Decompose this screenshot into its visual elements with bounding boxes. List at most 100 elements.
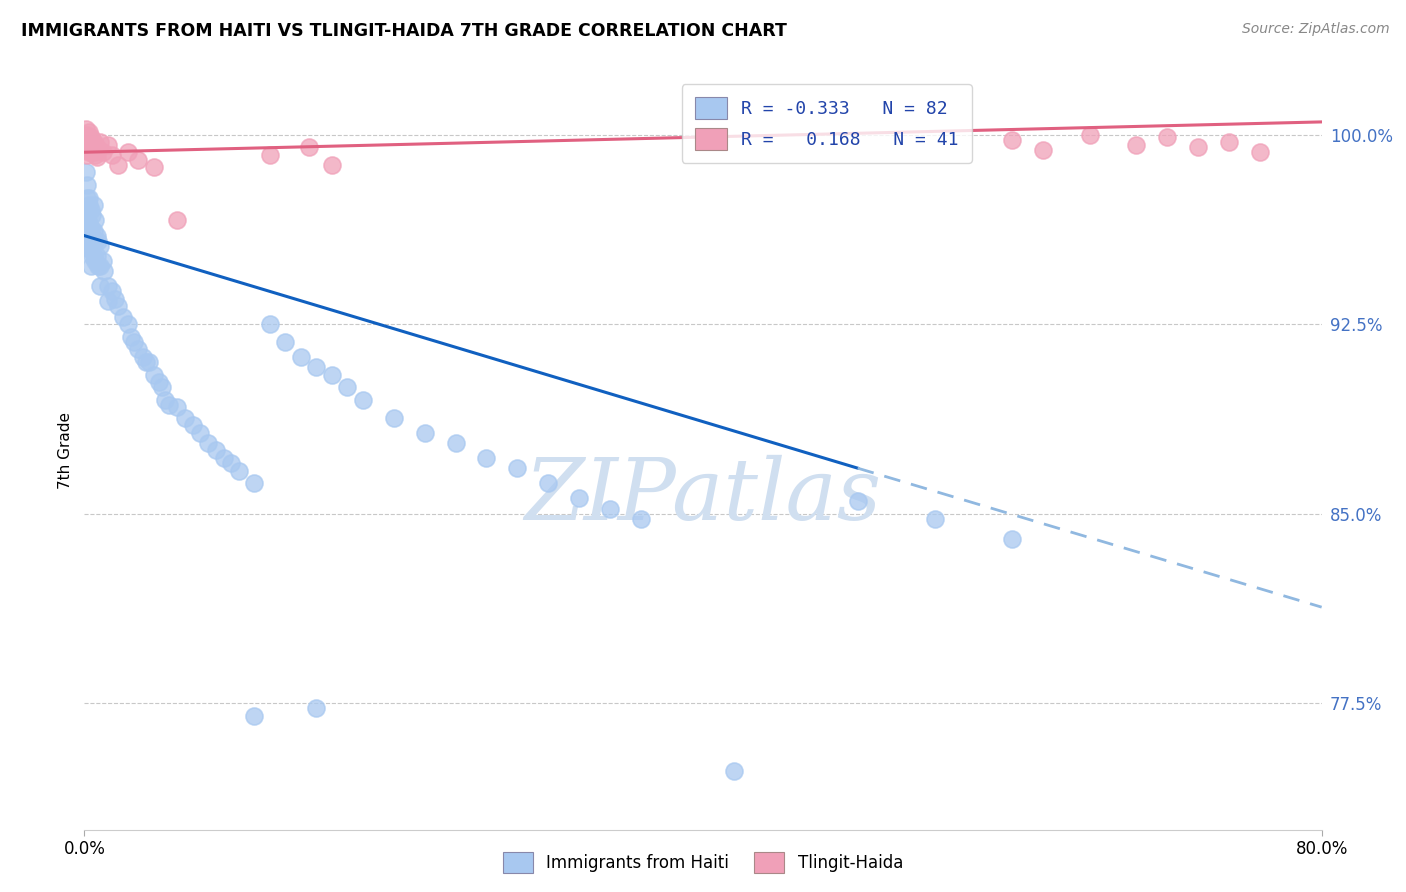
Point bbox=[96, 279, 118, 293]
Point bbox=[79, 130, 101, 145]
Point bbox=[166, 401, 188, 415]
Point bbox=[1078, 128, 1101, 142]
Point bbox=[143, 368, 166, 382]
Point bbox=[924, 511, 946, 525]
Point bbox=[77, 145, 100, 160]
Point bbox=[82, 132, 104, 146]
Point bbox=[86, 228, 108, 243]
Point bbox=[174, 410, 197, 425]
Point bbox=[107, 299, 129, 313]
Point bbox=[205, 443, 228, 458]
Point bbox=[290, 350, 312, 364]
Point bbox=[1218, 135, 1240, 149]
Point bbox=[148, 375, 170, 389]
Point bbox=[568, 491, 591, 506]
Point bbox=[76, 191, 98, 205]
Point bbox=[321, 158, 343, 172]
Point bbox=[127, 153, 149, 167]
Point bbox=[506, 461, 529, 475]
Point bbox=[101, 284, 124, 298]
Point bbox=[87, 259, 110, 273]
Point bbox=[75, 216, 97, 230]
Point bbox=[1001, 132, 1024, 146]
Point bbox=[132, 350, 155, 364]
Point bbox=[86, 150, 108, 164]
Point bbox=[219, 456, 242, 470]
Point bbox=[77, 216, 100, 230]
Point bbox=[188, 425, 211, 440]
Point bbox=[84, 147, 107, 161]
Point bbox=[321, 368, 343, 382]
Point bbox=[87, 234, 110, 248]
Point bbox=[127, 343, 149, 357]
Point bbox=[1001, 532, 1024, 546]
Point bbox=[79, 259, 101, 273]
Point bbox=[79, 203, 101, 218]
Legend: R = -0.333   N = 82, R =   0.168   N = 41: R = -0.333 N = 82, R = 0.168 N = 41 bbox=[682, 84, 972, 162]
Point bbox=[259, 147, 281, 161]
Point bbox=[84, 137, 107, 152]
Point bbox=[77, 234, 100, 248]
Point bbox=[82, 228, 104, 243]
Point bbox=[212, 450, 235, 465]
Point bbox=[150, 380, 173, 394]
Point bbox=[91, 145, 114, 160]
Point bbox=[75, 234, 97, 248]
Point bbox=[89, 238, 111, 252]
Point bbox=[243, 476, 266, 491]
Point bbox=[1156, 130, 1178, 145]
Point bbox=[305, 701, 328, 715]
Point bbox=[77, 198, 100, 212]
Point bbox=[96, 294, 118, 309]
Point bbox=[76, 128, 98, 142]
Point bbox=[83, 198, 105, 212]
Point bbox=[83, 135, 105, 149]
Point bbox=[630, 511, 652, 525]
Point bbox=[82, 249, 104, 263]
Point bbox=[197, 435, 219, 450]
Point bbox=[96, 137, 118, 152]
Point bbox=[181, 418, 204, 433]
Point bbox=[228, 464, 250, 478]
Point bbox=[75, 165, 97, 179]
Point bbox=[336, 380, 359, 394]
Point bbox=[75, 122, 97, 136]
Point bbox=[1249, 145, 1271, 160]
Point bbox=[82, 208, 104, 222]
Point bbox=[166, 213, 188, 227]
Point bbox=[76, 178, 98, 192]
Point bbox=[89, 135, 111, 149]
Point bbox=[91, 253, 114, 268]
Point bbox=[723, 764, 745, 779]
Point bbox=[75, 203, 97, 218]
Point bbox=[77, 125, 100, 139]
Point bbox=[83, 145, 105, 160]
Text: ZIPatlas: ZIPatlas bbox=[524, 455, 882, 537]
Point bbox=[1032, 143, 1054, 157]
Point bbox=[259, 317, 281, 331]
Point bbox=[75, 143, 97, 157]
Point bbox=[117, 317, 139, 331]
Point bbox=[79, 140, 101, 154]
Point bbox=[79, 241, 101, 255]
Point bbox=[76, 137, 98, 152]
Point bbox=[76, 241, 98, 255]
Point bbox=[274, 334, 297, 349]
Point bbox=[87, 143, 110, 157]
Point bbox=[86, 140, 108, 154]
Point bbox=[305, 359, 328, 374]
Point bbox=[82, 143, 104, 157]
Point bbox=[75, 132, 97, 146]
Point bbox=[297, 140, 319, 154]
Point bbox=[76, 223, 98, 237]
Point bbox=[84, 234, 107, 248]
Point bbox=[86, 249, 108, 263]
Point bbox=[83, 249, 105, 263]
Legend: Immigrants from Haiti, Tlingit-Haida: Immigrants from Haiti, Tlingit-Haida bbox=[496, 846, 910, 880]
Point bbox=[89, 259, 111, 273]
Point bbox=[77, 191, 100, 205]
Point bbox=[243, 708, 266, 723]
Point bbox=[413, 425, 436, 440]
Point bbox=[112, 310, 135, 324]
Point bbox=[143, 161, 166, 175]
